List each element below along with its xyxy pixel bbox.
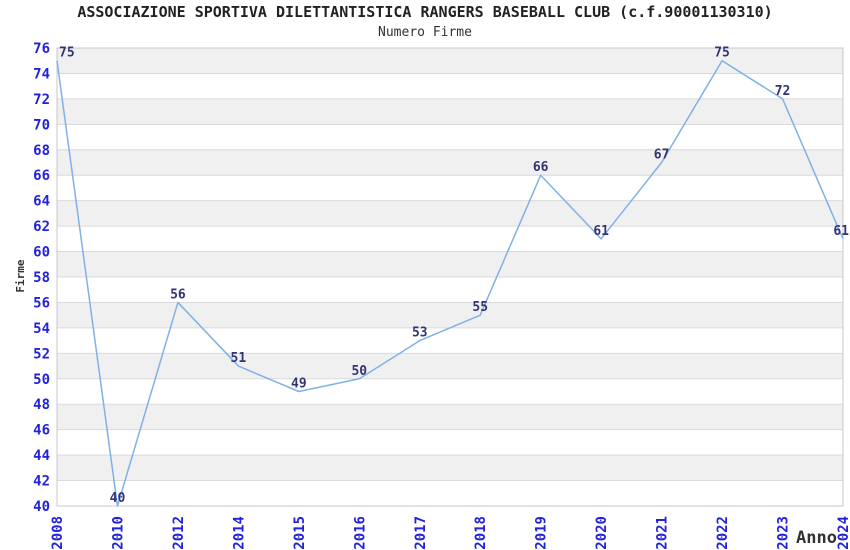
data-label: 49 bbox=[291, 377, 307, 392]
x-axis-title: Anno bbox=[796, 528, 837, 548]
plot-stripe bbox=[57, 251, 843, 277]
x-tick-label: 2023 bbox=[776, 516, 792, 550]
y-tick-label: 42 bbox=[33, 474, 50, 490]
x-tick-label: 2024 bbox=[836, 516, 850, 550]
plot-stripe bbox=[57, 353, 843, 379]
x-tick-label: 2021 bbox=[655, 516, 671, 550]
data-label: 53 bbox=[412, 326, 428, 341]
y-tick-label: 52 bbox=[33, 346, 50, 362]
data-label: 61 bbox=[593, 224, 609, 239]
y-tick-label: 54 bbox=[33, 321, 50, 337]
plot-stripe bbox=[57, 302, 843, 328]
y-tick-label: 70 bbox=[33, 117, 50, 133]
y-tick-label: 66 bbox=[33, 168, 50, 184]
data-label: 40 bbox=[110, 491, 126, 506]
plot-stripe bbox=[57, 149, 843, 176]
y-tick-label: 48 bbox=[33, 397, 50, 413]
data-label: 66 bbox=[533, 160, 549, 175]
plot-stripe bbox=[57, 48, 843, 74]
data-label: 75 bbox=[59, 46, 75, 61]
plot-stripe bbox=[57, 404, 843, 430]
plot-stripe bbox=[57, 455, 843, 481]
y-tick-label: 76 bbox=[33, 41, 50, 57]
x-tick-label: 2018 bbox=[473, 516, 489, 550]
series-line bbox=[56, 59, 844, 507]
data-label: 67 bbox=[654, 148, 670, 163]
y-tick-label: 62 bbox=[33, 219, 50, 235]
data-label: 55 bbox=[472, 300, 488, 315]
x-tick-label: 2019 bbox=[534, 516, 550, 550]
data-label: 56 bbox=[170, 287, 186, 302]
y-tick-label: 46 bbox=[33, 423, 50, 439]
x-tick-label: 2014 bbox=[231, 516, 247, 550]
plot-stripe bbox=[57, 200, 843, 227]
data-label: 51 bbox=[231, 351, 247, 366]
y-tick-label: 74 bbox=[33, 66, 50, 82]
data-label: 61 bbox=[833, 224, 849, 239]
plot-border bbox=[56, 47, 844, 507]
y-tick-label: 72 bbox=[33, 92, 50, 108]
x-tick-label: 2022 bbox=[715, 516, 731, 550]
plot-stripe bbox=[57, 98, 843, 125]
chart-title: ASSOCIAZIONE SPORTIVA DILETTANTISTICA RA… bbox=[77, 3, 773, 21]
chart-subtitle: Numero Firme bbox=[378, 25, 472, 40]
y-tick-label: 50 bbox=[33, 372, 50, 388]
y-tick-label: 44 bbox=[33, 448, 50, 464]
y-tick-label: 68 bbox=[33, 143, 50, 159]
y-tick-label: 58 bbox=[33, 270, 50, 286]
y-tick-label: 40 bbox=[33, 499, 50, 515]
y-tick-label: 64 bbox=[33, 194, 50, 210]
y-tick-label: 60 bbox=[33, 245, 50, 261]
data-label: 50 bbox=[351, 364, 367, 379]
x-tick-label: 2012 bbox=[171, 516, 187, 550]
x-tick-label: 2008 bbox=[50, 516, 66, 550]
x-tick-label: 2016 bbox=[352, 516, 368, 550]
data-label: 72 bbox=[775, 84, 791, 99]
y-tick-label: 56 bbox=[33, 295, 50, 311]
x-tick-label: 2017 bbox=[413, 516, 429, 550]
x-tick-label: 2020 bbox=[594, 516, 610, 550]
x-tick-label: 2015 bbox=[292, 516, 308, 550]
x-tick-label: 2010 bbox=[110, 516, 126, 550]
data-label: 75 bbox=[714, 46, 730, 61]
